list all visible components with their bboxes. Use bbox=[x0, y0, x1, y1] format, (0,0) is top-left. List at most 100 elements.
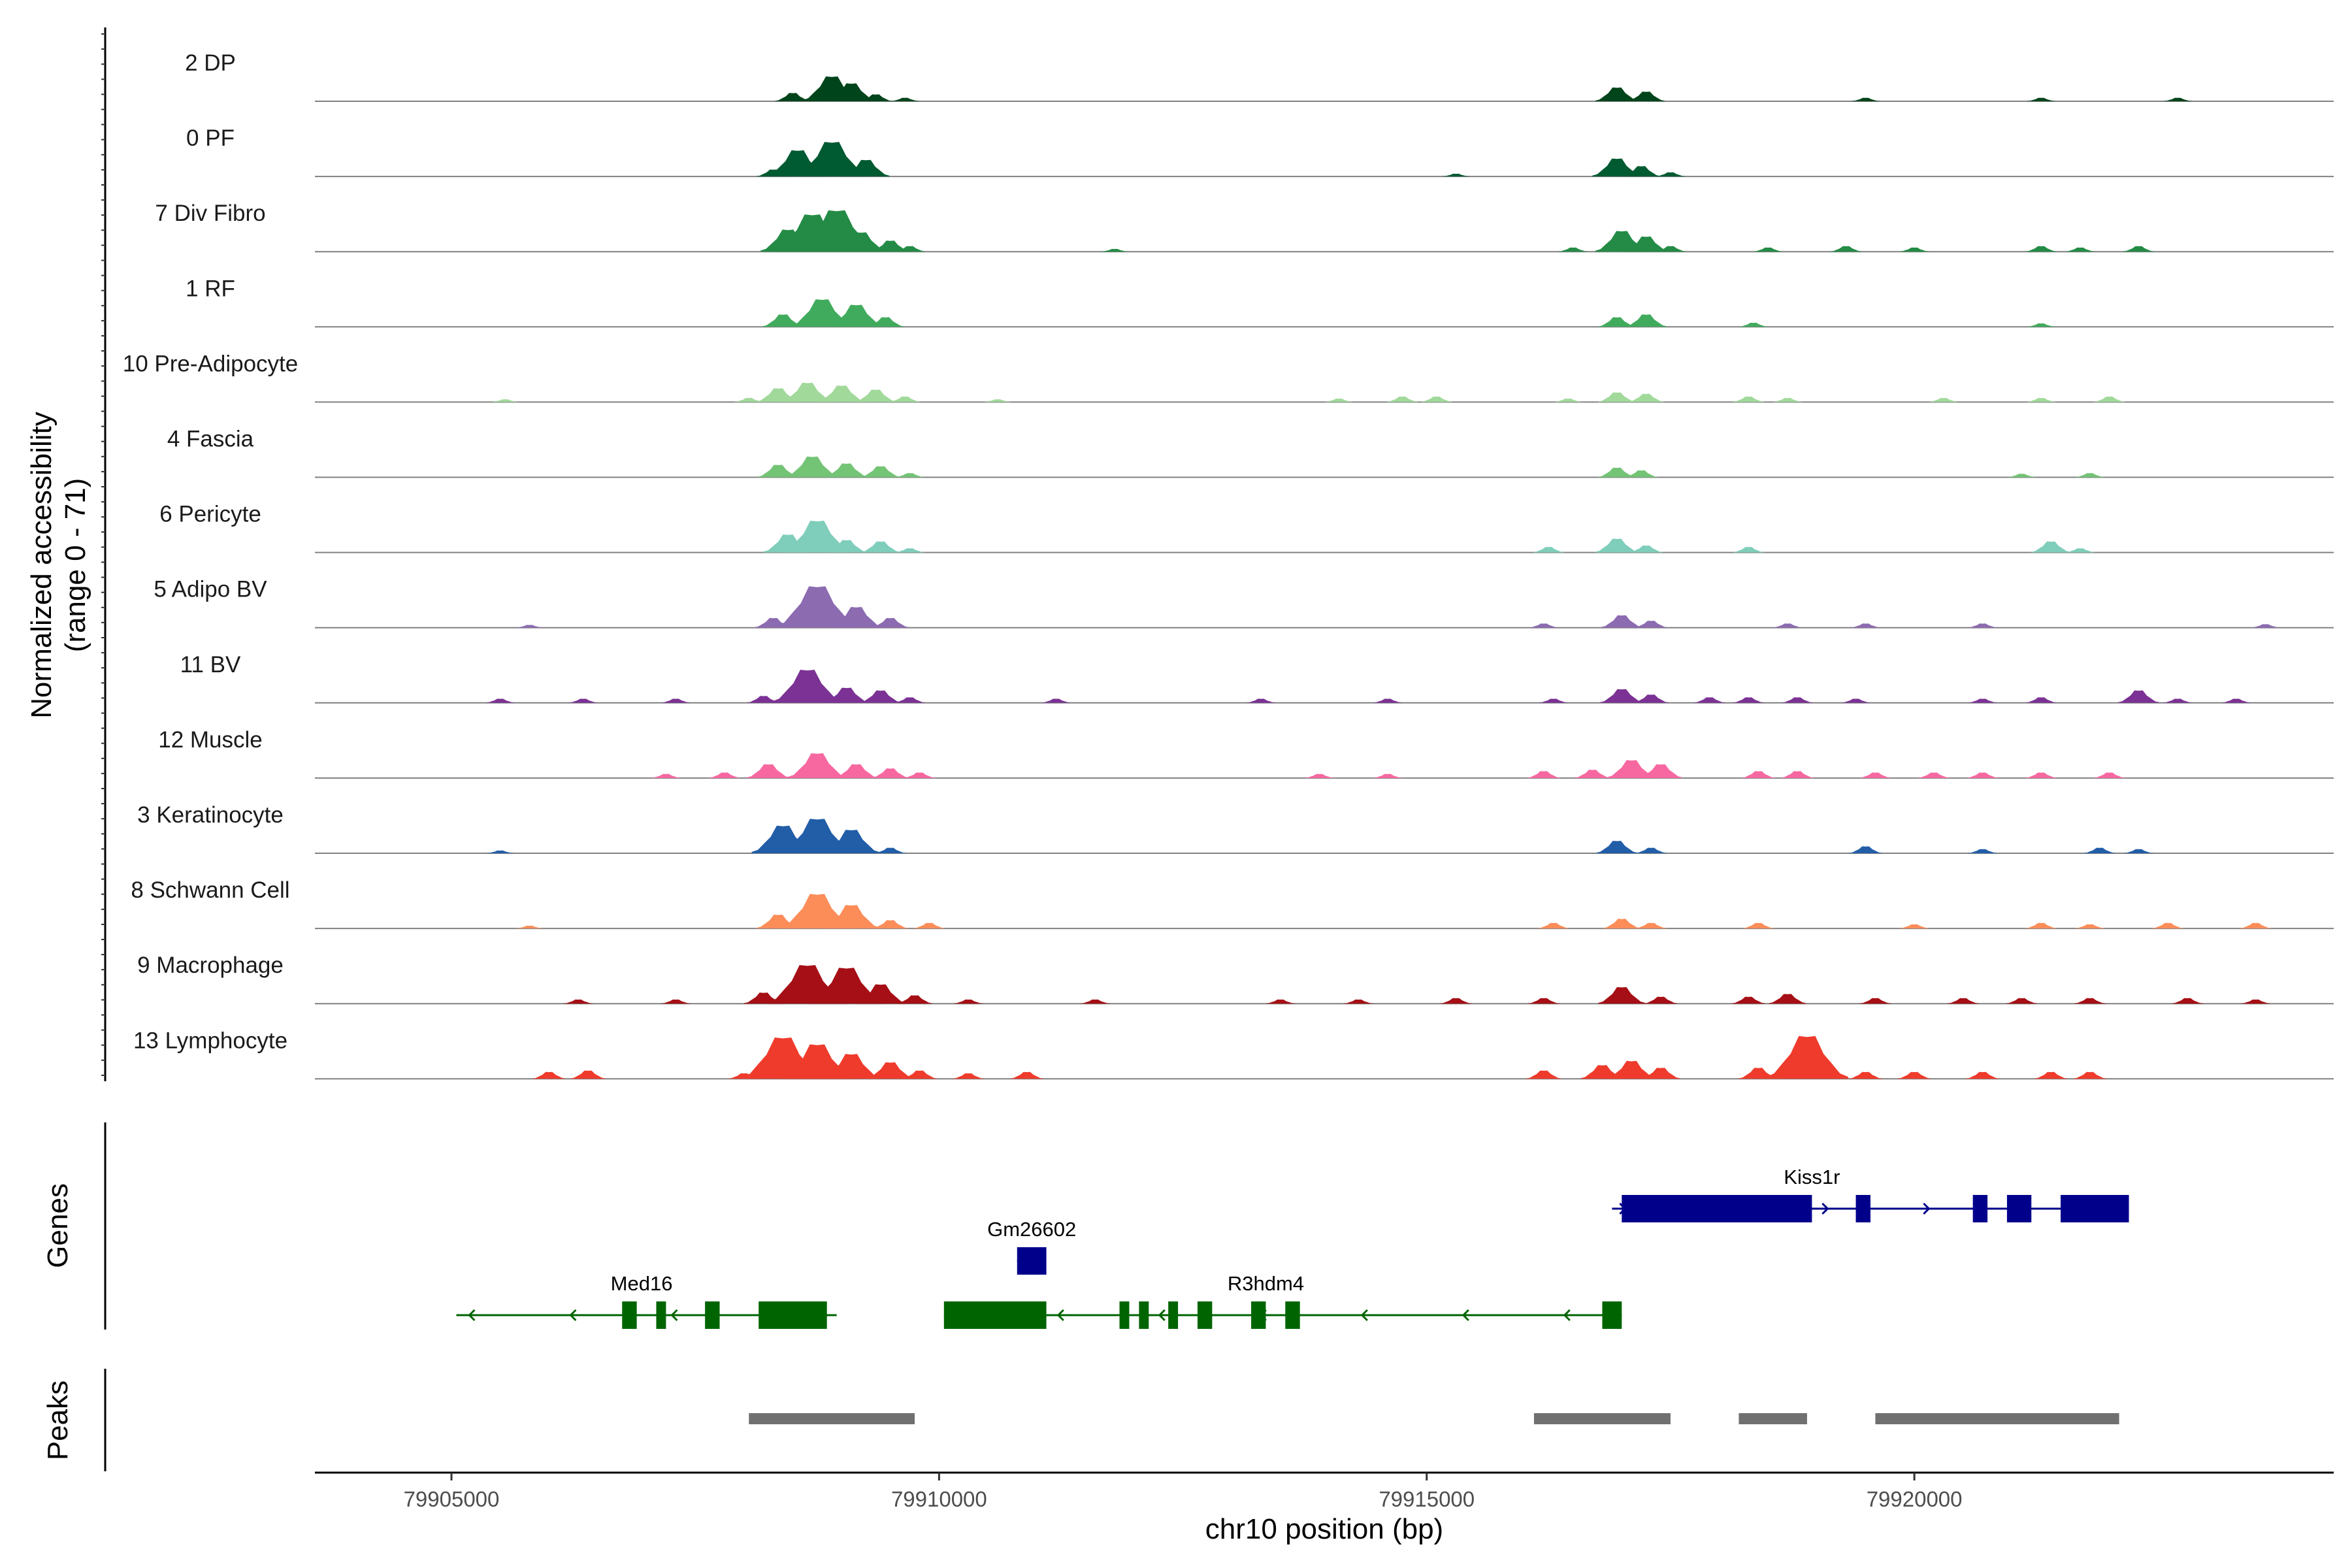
coverage-peak bbox=[855, 984, 906, 1004]
x-tick-label: 79915000 bbox=[1379, 1487, 1475, 1511]
coverage-peak bbox=[2025, 923, 2057, 929]
gene-kiss1r: Kiss1r bbox=[1612, 1166, 2129, 1222]
coverage-peak bbox=[2075, 924, 2105, 929]
coverage-peak bbox=[2117, 690, 2159, 703]
coverage-peak bbox=[795, 142, 868, 177]
track-label: 9 Macrophage bbox=[137, 953, 284, 978]
coverage-peak bbox=[1772, 623, 1803, 628]
coverage-peak bbox=[787, 753, 847, 778]
gene-exon bbox=[622, 1301, 637, 1329]
coverage-peak bbox=[2221, 698, 2251, 703]
coverage-peak bbox=[791, 299, 854, 327]
coverage-peak bbox=[809, 968, 884, 1004]
gene-med16: Med16 bbox=[456, 1272, 837, 1329]
gene-exon bbox=[759, 1301, 827, 1329]
track-label: 7 Div Fibro bbox=[155, 201, 265, 226]
gene-label: Med16 bbox=[611, 1272, 673, 1295]
gene-label: R3hdm4 bbox=[1228, 1272, 1304, 1295]
coverage-peak bbox=[1595, 87, 1639, 101]
coverage-peak bbox=[1641, 1068, 1680, 1079]
strand-arrow bbox=[1821, 1202, 1829, 1215]
peak-region-bar bbox=[1875, 1413, 2119, 1424]
coverage-peak bbox=[823, 905, 880, 929]
strand-arrow bbox=[1158, 1309, 1166, 1322]
coverage-peak bbox=[860, 690, 902, 703]
coverage-peak bbox=[1558, 247, 1588, 252]
gene-exon bbox=[943, 1301, 1047, 1329]
coverage-peak bbox=[2240, 923, 2272, 929]
x-axis-ticks: 79905000 79910000 79915000 79920000 bbox=[404, 1473, 1963, 1511]
coverage-peak bbox=[1598, 987, 1646, 1004]
track-label: 0 PF bbox=[186, 125, 235, 151]
coverage-peak bbox=[776, 586, 858, 628]
coverage-peak bbox=[1851, 623, 1880, 628]
coverage-peak bbox=[709, 772, 740, 778]
coverage-peak bbox=[2152, 923, 2184, 929]
coverage-peak bbox=[1101, 249, 1129, 252]
coverage-peak bbox=[835, 232, 887, 252]
coverage-peak bbox=[1859, 772, 1891, 778]
track-label: 4 Fascia bbox=[167, 427, 254, 452]
coverage-peak bbox=[1629, 546, 1663, 553]
coverage-peak bbox=[872, 920, 908, 929]
coverage-peak bbox=[2251, 624, 2280, 628]
coverage-peak bbox=[1899, 924, 1929, 929]
coverage-peak bbox=[2163, 97, 2192, 101]
coverage-peak bbox=[890, 97, 919, 101]
coverage-peak bbox=[563, 999, 593, 1004]
track-4: 1 RF bbox=[186, 276, 2334, 328]
coverage-peak bbox=[2065, 247, 2095, 252]
track-label: 2 DP bbox=[185, 50, 236, 76]
coverage-peak bbox=[1780, 771, 1814, 778]
strand-arrow bbox=[1360, 1309, 1368, 1322]
coverage-peak bbox=[858, 94, 892, 101]
track-3: 7 Div Fibro bbox=[155, 201, 2334, 253]
gene-gm26602: Gm26602 bbox=[987, 1218, 1076, 1275]
gene-exon bbox=[1119, 1301, 1130, 1329]
gene-r3hdm4: R3hdm4 bbox=[943, 1272, 1622, 1329]
coverage-peak bbox=[953, 999, 983, 1004]
coverage-peak bbox=[747, 764, 791, 778]
coverage-peak bbox=[1733, 397, 1765, 402]
coverage-peak bbox=[2031, 541, 2071, 553]
gene-exon bbox=[1285, 1301, 1300, 1329]
coverage-peak bbox=[1010, 1071, 1044, 1079]
coverage-peak bbox=[1849, 846, 1882, 853]
coverage-peak bbox=[1246, 698, 1276, 703]
coverage-peak bbox=[661, 698, 691, 703]
peak-region-bar bbox=[749, 1413, 915, 1424]
coverage-peak bbox=[1600, 689, 1644, 703]
coverage-peak bbox=[1598, 392, 1636, 402]
coverage-peak bbox=[1575, 770, 1610, 778]
strand-arrow bbox=[468, 1309, 476, 1322]
coverage-peak bbox=[1859, 998, 1891, 1004]
gene-exon bbox=[1139, 1301, 1149, 1329]
x-axis-title: chr10 position (bp) bbox=[1205, 1513, 1443, 1545]
coverage-peak bbox=[828, 304, 884, 327]
track-label: 12 Muscle bbox=[158, 727, 263, 753]
coverage-peak bbox=[1731, 996, 1765, 1004]
gene-exon bbox=[1855, 1195, 1870, 1222]
coverage-peak bbox=[1598, 317, 1636, 327]
coverage-peak bbox=[1841, 698, 1871, 703]
coverage-peak bbox=[834, 764, 878, 778]
coverage-peak bbox=[2006, 998, 2038, 1004]
coverage-peak bbox=[1373, 698, 1403, 703]
coverage-peak bbox=[1733, 547, 1765, 553]
coverage-peak bbox=[2065, 548, 2095, 553]
coverage-peak bbox=[2073, 1071, 2107, 1079]
coverage-peak bbox=[1533, 547, 1565, 553]
y-axis-label: Normalized accessibility bbox=[25, 412, 57, 718]
coverage-peak bbox=[895, 548, 925, 553]
coverage-peak bbox=[2025, 246, 2057, 252]
track-11: 3 Keratinocyte bbox=[137, 802, 2334, 854]
coverage-peak bbox=[894, 697, 926, 703]
coverage-peak bbox=[1897, 1071, 1931, 1079]
coverage-peak bbox=[2025, 697, 2057, 703]
coverage-peak bbox=[842, 159, 890, 177]
coverage-peak bbox=[1580, 1065, 1624, 1079]
strand-arrow bbox=[1462, 1309, 1469, 1322]
track-label: 3 Keratinocyte bbox=[137, 802, 284, 828]
coverage-peak bbox=[2027, 323, 2055, 327]
coverage-peak bbox=[1635, 923, 1667, 929]
